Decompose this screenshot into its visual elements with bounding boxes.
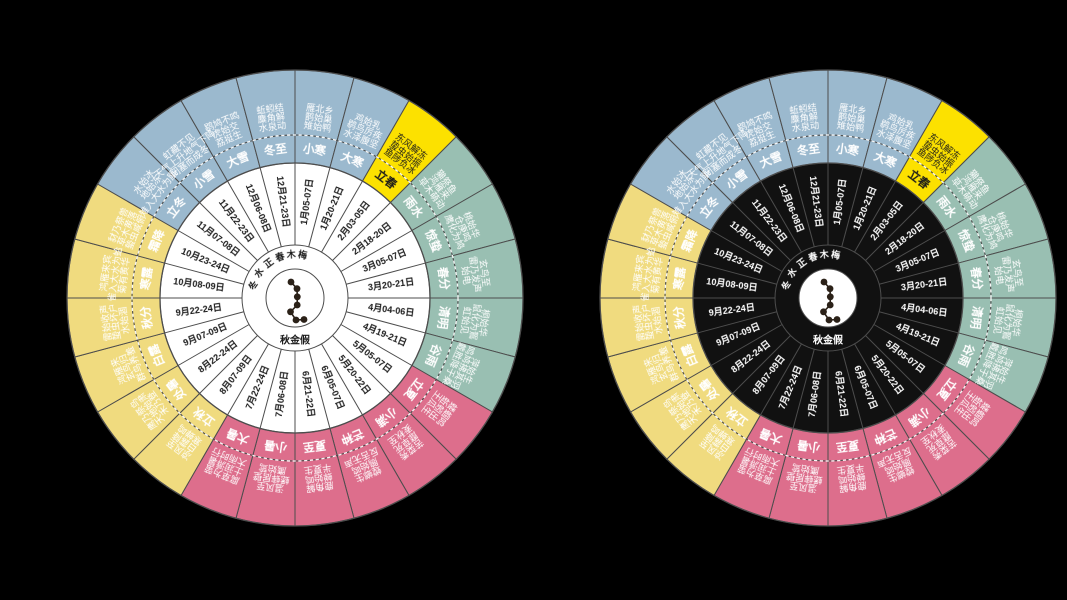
svg-text:秋金假: 秋金假	[280, 334, 311, 347]
svg-text:蚯蚓结麋角解水泉动: 蚯蚓结麋角解水泉动	[256, 102, 287, 135]
svg-text:雁北乡鹊始巢雉始鸭: 雁北乡鹊始巢雉始鸭	[836, 103, 867, 135]
svg-text:鹿角解蝉始鸣半夏生: 鹿角解蝉始鸣半夏生	[836, 462, 867, 495]
svg-text:雁北乡鹊始巢雉始鸭: 雁北乡鹊始巢雉始鸭	[303, 103, 334, 135]
svg-text:梅: 梅	[297, 248, 308, 260]
svg-text:木: 木	[285, 248, 297, 260]
svg-text:鹿角解蝉始鸣半夏生: 鹿角解蝉始鸣半夏生	[303, 462, 334, 495]
svg-text:梅: 梅	[830, 248, 841, 260]
svg-text:秋金假: 秋金假	[813, 334, 844, 347]
svg-text:蚯蚓结麋角解水泉动: 蚯蚓结麋角解水泉动	[789, 102, 820, 135]
svg-text:木: 木	[818, 248, 830, 260]
